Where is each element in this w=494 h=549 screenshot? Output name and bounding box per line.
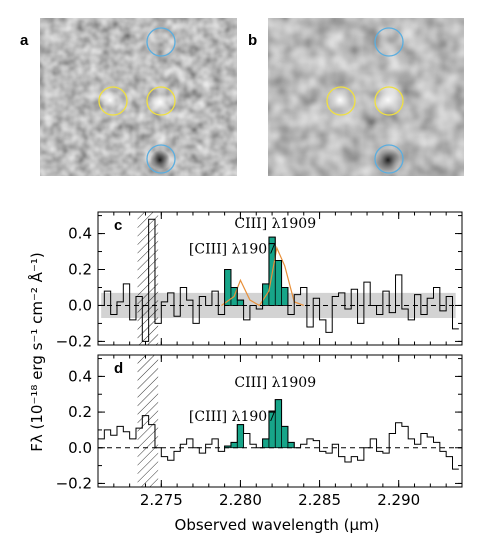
x-tick-label: 2.290 — [377, 491, 420, 509]
plot-area-d — [98, 355, 462, 487]
y-tick-label: −0.2 — [56, 332, 92, 350]
line-fill-1 — [224, 424, 244, 449]
image-b-yellow-circle-2 — [374, 86, 404, 116]
image-b-dark-spot — [376, 148, 400, 172]
image-b-source-1 — [328, 88, 352, 112]
image-a-source-2 — [148, 90, 172, 114]
image-a-blue-circle-1 — [146, 27, 176, 57]
panel-label-b: b — [248, 32, 257, 49]
axes-frame-c — [97, 211, 463, 346]
image-b-source-2 — [373, 85, 403, 115]
y-tick-label: −0.2 — [56, 474, 92, 492]
plot-area-c — [98, 212, 462, 345]
panel-label-c: c — [114, 217, 122, 234]
y-tick-label: 0.2 — [68, 403, 92, 421]
x-tick-label: 2.280 — [219, 491, 262, 509]
image-a-noise — [40, 18, 237, 176]
line-annotation-1: [CIII] λ1907 — [189, 409, 276, 425]
image-b-noise — [268, 18, 464, 176]
y-tick-label: 0.0 — [68, 296, 92, 314]
y-tick-label: 0.4 — [68, 367, 92, 385]
image-panel-b: b — [248, 18, 464, 176]
image-b-blue-circle-2 — [374, 144, 404, 174]
masked-region-hatch — [137, 355, 159, 487]
line-annotation-2: CIII] λ1909 — [234, 216, 316, 232]
spectrum-panel-c: −0.2 0.0 0.2 0.4 c [CIII] λ1907 CIII] λ1909 — [56, 211, 463, 350]
image-b-yellow-circle-1 — [326, 86, 356, 116]
image-a-yellow-circle-2 — [146, 86, 176, 116]
image-a-dark-spot — [150, 150, 170, 170]
image-a-blue-circle-2 — [146, 144, 176, 174]
x-tick-label: 2.275 — [140, 491, 183, 509]
image-a-yellow-circle-1 — [98, 86, 128, 116]
panel-label-d: d — [114, 360, 123, 377]
y-tick-label: 0.2 — [68, 261, 92, 279]
panel-label-a: a — [20, 32, 29, 49]
axes-frame-d — [97, 354, 463, 488]
image-panel-a: a — [20, 18, 237, 176]
line-annotation-2: CIII] λ1909 — [234, 375, 316, 391]
line-annotation-1: [CIII] λ1907 — [189, 241, 276, 257]
image-b-blue-circle-1 — [374, 27, 404, 57]
y-tick-label: 0.0 — [68, 439, 92, 457]
spectrum-panel-d: −0.2 0.0 0.2 0.4 2.275 2.280 2.285 2.290 d [CIII]… — [56, 354, 463, 509]
spectrum-d — [98, 399, 459, 470]
y-axis-label: Fλ (10⁻¹⁸ erg s⁻¹ cm⁻² Å⁻¹) — [27, 252, 46, 451]
image-a-source-1 — [100, 90, 120, 110]
x-axis-label: Observed wavelength (μm) — [175, 516, 380, 534]
x-tick-label: 2.285 — [298, 491, 341, 509]
spectrum-c — [98, 218, 459, 342]
y-tick-label: 0.4 — [68, 225, 92, 243]
